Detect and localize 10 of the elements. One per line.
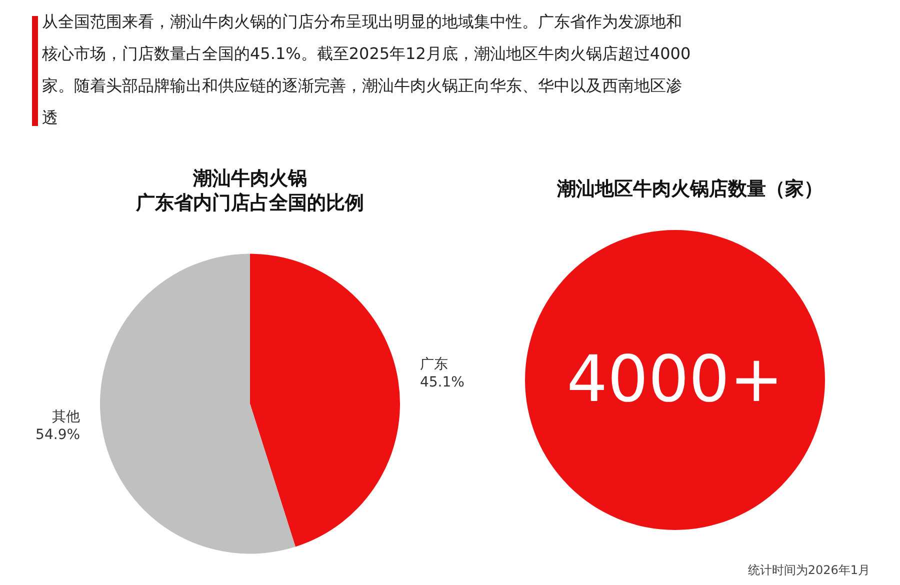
text: 从全国范围来看，潮汕牛肉火锅的门店分布呈现出明显的地域集中性。广东省作为发源地和核心市场，门店数量占全国的45.1%。截至2025年12月底，潮汕地区牛肉火锅店超过4000家。随着头部品牌输出和供应链的逐渐完善，潮汕牛肉火锅正向华东、华中以及西南地区渗透 [42, 11, 692, 129]
slice-label: 广东 [420, 356, 448, 372]
text: 统计时间为2026年1月 [748, 562, 870, 579]
chart-title: 潮汕牛肉火锅 [192, 167, 307, 190]
slice-label: 其他 [52, 409, 80, 426]
text: 潮汕地区牛肉火锅店数量（家） [556, 177, 824, 202]
data-label: 54.9% [36, 427, 80, 444]
data-label: 45.1% [420, 374, 464, 390]
chart-subtitle: 广东省内门店占全国的比例 [135, 192, 364, 214]
circle-badge: 4000+ [525, 230, 825, 530]
